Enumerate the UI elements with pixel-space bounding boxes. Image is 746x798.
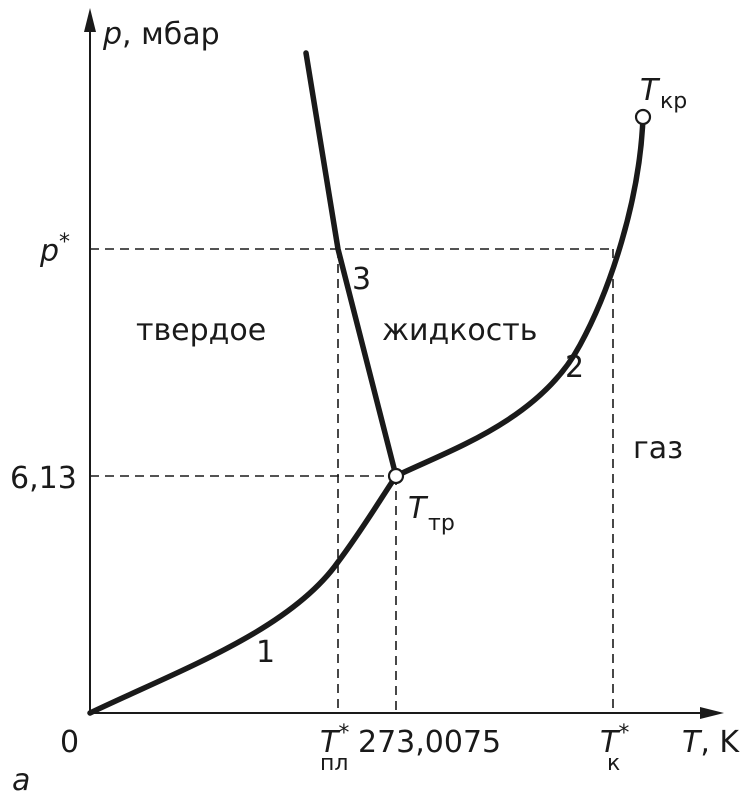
tick-t-k-main: T <box>600 725 621 760</box>
tick-p-star: p* <box>39 230 70 269</box>
triple-point-sub: тр <box>428 511 455 536</box>
curve-label-1: 1 <box>256 635 275 670</box>
tick-t-k-sub: к <box>607 751 620 776</box>
curve-label-3: 3 <box>352 262 371 297</box>
region-solid: твердое <box>136 313 266 348</box>
triple-point-label: T <box>408 491 429 526</box>
curve-label-2: 2 <box>565 350 584 385</box>
x-axis-unit: , K <box>700 725 740 760</box>
tick-t-melt-sup: * <box>338 721 349 746</box>
curve-sublimation <box>87 473 399 716</box>
critical-point-marker <box>634 108 652 126</box>
tick-t-k: T* <box>600 721 629 760</box>
tick-613: 6,13 <box>10 461 77 496</box>
tick-p-star-main: p <box>39 234 59 269</box>
x-axis-symbol: T <box>682 725 703 760</box>
y-axis-arrow <box>84 8 96 32</box>
axes <box>84 8 724 719</box>
tick-t-melt: T* <box>320 721 349 760</box>
tick-t-melt-main: T <box>320 725 341 760</box>
tick-t-k-sup: * <box>618 721 629 746</box>
region-gas: газ <box>633 431 683 466</box>
curve-melting <box>303 50 399 479</box>
phase-curves <box>87 50 652 716</box>
tick-273: 273,0075 <box>358 725 501 760</box>
guide-lines <box>90 248 614 713</box>
critical-point-sub: кр <box>660 89 687 114</box>
tick-t-melt-sub: пл <box>320 751 348 776</box>
critical-point-label: T <box>640 73 661 108</box>
x-axis-label: T, K <box>682 725 740 760</box>
triple-point-marker <box>387 467 405 485</box>
region-liquid: жидкость <box>382 313 537 348</box>
y-axis-symbol: p <box>102 17 122 52</box>
y-axis-unit: , мбар <box>122 17 220 52</box>
curve-vaporization <box>393 114 646 479</box>
panel-letter: a <box>12 763 30 798</box>
x-axis-arrow <box>700 707 724 719</box>
origin-label: 0 <box>60 725 79 760</box>
tick-p-star-sup: * <box>59 230 70 255</box>
y-axis-label: p, мбар <box>102 17 220 52</box>
